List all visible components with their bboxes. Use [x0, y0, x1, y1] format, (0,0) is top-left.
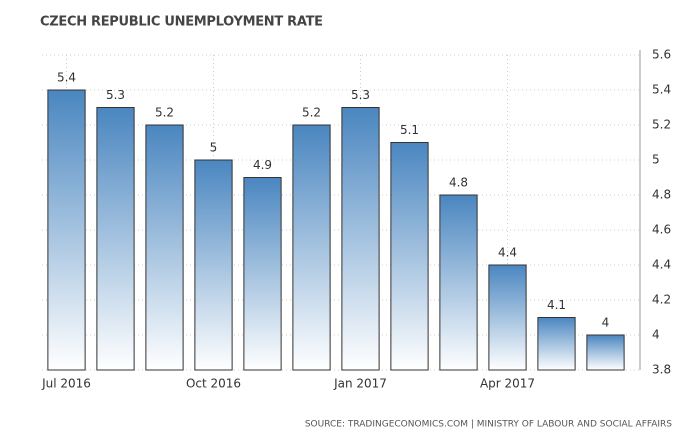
value-label: 4.1: [547, 298, 566, 312]
chart-title: CZECH REPUBLIC UNEMPLOYMENT RATE: [40, 15, 323, 30]
y-tick-label: 5.4: [652, 83, 671, 97]
value-label: 5.3: [351, 88, 370, 102]
y-tick-label: 4.8: [652, 188, 671, 202]
x-tick-label: Jan 2017: [333, 377, 387, 391]
x-tick-label: Oct 2016: [186, 377, 241, 391]
y-tick-label: 5: [652, 153, 660, 167]
bar: [243, 177, 282, 371]
value-label: 4.8: [449, 176, 468, 190]
y-tick-label: 4.6: [652, 223, 671, 237]
source: SOURCE: TRADINGECONOMICS.COM | MINISTRY …: [305, 420, 672, 430]
y-tick-label: 5.6: [652, 48, 671, 62]
x-tick-label: Jul 2016: [41, 377, 91, 391]
bar: [439, 194, 478, 371]
y-tick-label: 4.4: [652, 258, 671, 272]
bar: [194, 159, 233, 371]
bar: [488, 264, 527, 371]
value-label: 4: [602, 316, 610, 330]
bar: [537, 317, 576, 371]
bar: [47, 89, 86, 371]
bar: [586, 334, 625, 371]
value-label: 5.3: [106, 88, 125, 102]
bar: [145, 124, 184, 371]
value-label: 5.2: [302, 106, 321, 120]
y-tick-label: 5.2: [652, 118, 671, 132]
y-tick-label: 3.8: [652, 363, 671, 377]
bar: [292, 124, 331, 371]
value-label: 5.1: [400, 123, 419, 137]
value-label: 4.4: [498, 246, 517, 260]
value-label: 5.4: [57, 71, 76, 85]
x-tick-label: Apr 2017: [480, 377, 535, 391]
bar: [341, 107, 380, 371]
y-tick-label: 4: [652, 328, 660, 342]
bar: [390, 142, 429, 371]
value-label: 5: [210, 141, 218, 155]
y-tick-label: 4.2: [652, 293, 671, 307]
bar: [96, 107, 135, 371]
value-label: 5.2: [155, 106, 174, 120]
value-label: 4.9: [253, 158, 272, 172]
